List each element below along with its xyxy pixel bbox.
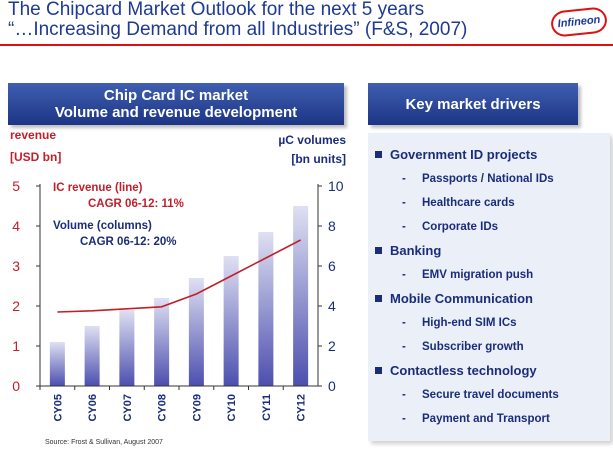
chart-panel-header: Chip Card IC market Volume and revenue d… bbox=[8, 83, 344, 125]
volume-bar bbox=[188, 278, 204, 386]
square-bullet-icon bbox=[375, 367, 382, 374]
market-drivers-list: Government ID projects - Passports / Nati… bbox=[368, 133, 610, 441]
dash-icon: - bbox=[402, 413, 406, 425]
square-bullet-icon bbox=[375, 295, 382, 302]
square-bullet-icon bbox=[375, 151, 382, 158]
volume-annotation: Volume (columns) bbox=[53, 220, 152, 232]
driver-label: Mobile Communication bbox=[390, 291, 533, 306]
dash-icon: - bbox=[402, 197, 406, 209]
right-axis-label-line-1: µC volumes bbox=[278, 133, 346, 147]
left-tick-label: 2 bbox=[12, 298, 20, 314]
title-divider bbox=[0, 44, 613, 46]
subitem-label: Healthcare cards bbox=[422, 197, 515, 209]
x-tick-label: CY06 bbox=[87, 394, 99, 422]
dash-icon: - bbox=[402, 317, 406, 329]
page-title: The Chipcard Market Outlook for the next… bbox=[8, 0, 548, 40]
dash-icon: - bbox=[402, 341, 406, 353]
driver-subitem: - High-end SIM ICs bbox=[368, 313, 610, 337]
subitem-label: Secure travel documents bbox=[422, 389, 559, 401]
right-tick-label: 2 bbox=[328, 338, 336, 354]
driver-government-id: Government ID projects bbox=[368, 145, 610, 169]
x-tick-label: CY11 bbox=[261, 394, 273, 421]
revenue-cagr: CAGR 06-12: 11% bbox=[88, 198, 184, 210]
subitem-label: Subscriber growth bbox=[422, 341, 524, 353]
driver-label: Government ID projects bbox=[390, 147, 538, 162]
driver-subitem: - EMV migration push bbox=[368, 265, 610, 289]
volume-bar bbox=[293, 206, 309, 386]
driver-subitem: - Secure travel documents bbox=[368, 385, 610, 409]
x-tick-label: CY08 bbox=[157, 394, 169, 422]
x-tick-label: CY12 bbox=[296, 394, 308, 422]
volume-bar bbox=[223, 256, 239, 386]
right-tick-label: 4 bbox=[328, 298, 336, 314]
left-tick-label: 0 bbox=[12, 378, 20, 394]
driver-contactless: Contactless technology bbox=[368, 361, 610, 385]
subitem-label: High-end SIM ICs bbox=[422, 317, 517, 329]
driver-label: Contactless technology bbox=[390, 363, 537, 378]
left-tick-label: 1 bbox=[12, 338, 20, 354]
left-axis-label-line-1: revenue bbox=[10, 128, 56, 142]
dash-icon: - bbox=[402, 389, 406, 401]
driver-mobile-communication: Mobile Communication bbox=[368, 289, 610, 313]
x-tick-label: CY07 bbox=[122, 394, 134, 422]
revenue-line bbox=[57, 239, 301, 313]
driver-subitem: - Healthcare cards bbox=[368, 193, 610, 217]
right-tick-label: 6 bbox=[328, 258, 336, 274]
x-tick-label: CY05 bbox=[52, 394, 64, 422]
chart-source: Source: Frost & Sullivan, August 2007 bbox=[45, 439, 163, 446]
driver-subitem: - Payment and Transport bbox=[368, 409, 610, 433]
volume-bar bbox=[84, 326, 100, 386]
right-axis-label-line-2: [bn units] bbox=[291, 152, 346, 166]
subitem-label: Corporate IDs bbox=[422, 221, 499, 233]
chart-header-line-1: Chip Card IC market bbox=[103, 87, 249, 104]
subitem-label: EMV migration push bbox=[422, 269, 534, 281]
revenue-annotation: IC revenue (line) bbox=[53, 182, 143, 194]
left-tick-label: 5 bbox=[12, 178, 20, 194]
subitem-label: Payment and Transport bbox=[422, 413, 550, 425]
dash-icon: - bbox=[402, 221, 406, 233]
right-tick-label: 10 bbox=[328, 178, 344, 194]
right-tick-label: 0 bbox=[328, 378, 336, 394]
left-tick-label: 4 bbox=[12, 218, 20, 234]
driver-subitem: - Subscriber growth bbox=[368, 337, 610, 361]
title-line-2: “…Increasing Demand from all Industries”… bbox=[8, 19, 468, 40]
volume-bar bbox=[258, 232, 274, 386]
volume-cagr: CAGR 06-12: 20% bbox=[80, 236, 177, 248]
dash-icon: - bbox=[402, 173, 406, 185]
chart-header-line-2: Volume and revenue development bbox=[54, 104, 298, 121]
volume-bar bbox=[154, 298, 170, 386]
driver-banking: Banking bbox=[368, 241, 610, 265]
right-tick-label: 8 bbox=[328, 218, 336, 234]
square-bullet-icon bbox=[375, 247, 382, 254]
volume-bar bbox=[49, 342, 65, 386]
dash-icon: - bbox=[402, 269, 406, 281]
subitem-label: Passports / National IDs bbox=[422, 173, 554, 185]
driver-subitem: - Corporate IDs bbox=[368, 217, 610, 241]
x-tick-label: CY10 bbox=[226, 394, 238, 422]
driver-subitem: - Passports / National IDs bbox=[368, 169, 610, 193]
volume-bar bbox=[119, 310, 135, 386]
drivers-header-label: Key market drivers bbox=[405, 95, 541, 113]
driver-label: Banking bbox=[390, 243, 442, 258]
title-line-1: The Chipcard Market Outlook for the next… bbox=[8, 0, 425, 20]
drivers-header: Key market drivers bbox=[368, 83, 578, 125]
x-tick-label: CY09 bbox=[191, 394, 203, 422]
left-axis-label-line-2: [USD bn] bbox=[10, 150, 61, 164]
left-tick-label: 3 bbox=[12, 258, 20, 274]
